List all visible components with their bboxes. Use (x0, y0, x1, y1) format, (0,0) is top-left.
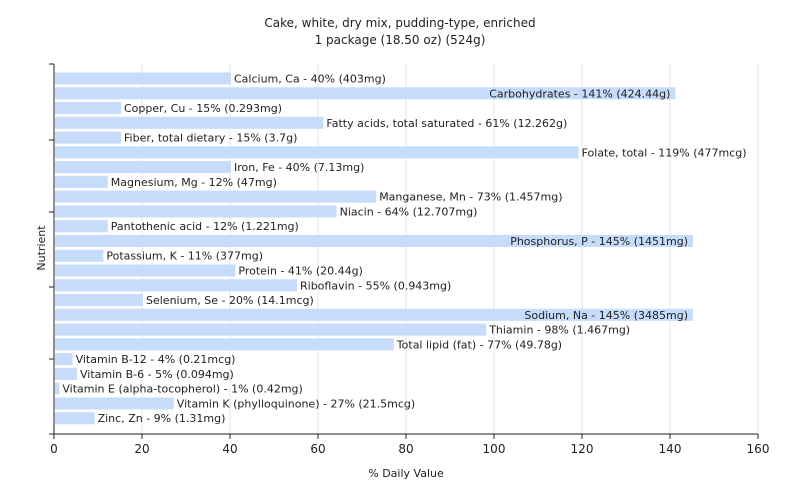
bar-label: Sodium, Na - 145% (3485mg) (524, 309, 688, 322)
bar (55, 249, 104, 262)
bar-label: Folate, total - 119% (477mcg) (582, 146, 747, 159)
bar (55, 175, 108, 188)
bar-label: Thiamin - 98% (1.467mg) (488, 324, 630, 337)
x-tick-label: 80 (398, 442, 413, 456)
bar-label: Potassium, K - 11% (377mg) (106, 250, 263, 263)
x-tick-labels: 0 20 40 60 80 100 120 140 160 (50, 434, 769, 456)
x-tick-label: 160 (747, 442, 770, 456)
bar (55, 146, 579, 159)
bar-label: Zinc, Zn - 9% (1.31mg) (98, 412, 226, 425)
x-tick-label: 140 (659, 442, 682, 456)
bar-label: Iron, Fe - 40% (7.13mg) (234, 161, 364, 174)
bar (55, 72, 231, 85)
bar (55, 279, 297, 292)
chart-subtitle: 1 package (18.50 oz) (524g) (315, 33, 486, 47)
bar-label: Riboflavin - 55% (0.943mg) (300, 279, 451, 292)
bar-label: Carbohydrates - 141% (424.44g) (489, 87, 670, 100)
bar (55, 131, 121, 144)
bar (55, 353, 73, 366)
bar-label: Fatty acids, total saturated - 61% (12.2… (326, 117, 567, 130)
bar (55, 220, 108, 233)
bar-label: Vitamin K (phylloquinone) - 27% (21.5mcg… (177, 397, 415, 410)
bar-label: Fiber, total dietary - 15% (3.7g) (124, 132, 297, 145)
bar (55, 412, 95, 425)
bar-label: Selenium, Se - 20% (14.1mcg) (146, 294, 314, 307)
bar (55, 308, 693, 321)
bar-label: Manganese, Mn - 73% (1.457mg) (379, 191, 562, 204)
chart-title: Cake, white, dry mix, pudding-type, enri… (264, 16, 535, 30)
bar (55, 161, 231, 174)
bar (55, 264, 236, 277)
bar-label: Copper, Cu - 15% (0.293mg) (124, 102, 282, 115)
bar-label: Magnesium, Mg - 12% (47mg) (111, 176, 277, 189)
bar-label: Vitamin B-12 - 4% (0.21mcg) (76, 353, 236, 366)
bar-label: Niacin - 64% (12.707mg) (340, 205, 478, 218)
x-tick-label: 0 (50, 442, 58, 456)
x-tick-label: 40 (222, 442, 237, 456)
bar (55, 116, 324, 129)
bar-label: Phosphorus, P - 145% (1451mg) (510, 235, 688, 248)
bar-label: Pantothenic acid - 12% (1.221mg) (111, 220, 299, 233)
y-axis-label: Nutrient (35, 225, 48, 271)
x-axis-label: % Daily Value (368, 467, 444, 480)
bars: Calcium, Ca - 40% (403mg) Carbohydrates -… (55, 72, 747, 425)
bar-label: Vitamin B-6 - 5% (0.094mg) (80, 368, 234, 381)
bar (55, 234, 693, 247)
bar (55, 190, 377, 203)
bar (55, 102, 121, 115)
x-tick-label: 120 (571, 442, 594, 456)
bar (55, 87, 676, 100)
x-tick-label: 100 (483, 442, 506, 456)
bar (55, 205, 337, 218)
bar (55, 397, 174, 410)
bar-label: Vitamin E (alpha-tocopherol) - 1% (0.42m… (62, 383, 302, 396)
bar (55, 338, 394, 351)
bar (55, 323, 487, 336)
bar-label: Calcium, Ca - 40% (403mg) (234, 73, 386, 86)
bar-label: Protein - 41% (20.44g) (238, 265, 363, 278)
bar-label: Total lipid (fat) - 77% (49.78g) (396, 338, 562, 351)
bar (55, 367, 77, 380)
bar (55, 294, 143, 307)
x-tick-label: 60 (310, 442, 325, 456)
bar (55, 382, 60, 395)
x-tick-label: 20 (134, 442, 149, 456)
